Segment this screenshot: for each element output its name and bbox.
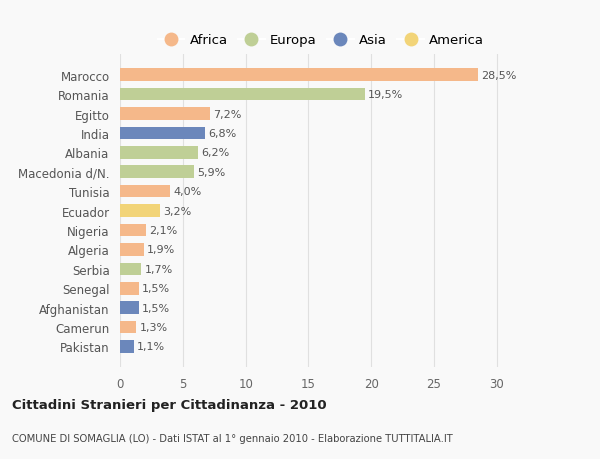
Text: COMUNE DI SOMAGLIA (LO) - Dati ISTAT al 1° gennaio 2010 - Elaborazione TUTTITALI: COMUNE DI SOMAGLIA (LO) - Dati ISTAT al … — [12, 433, 453, 442]
Text: 6,2%: 6,2% — [201, 148, 229, 158]
Text: 5,9%: 5,9% — [197, 168, 226, 177]
Text: 3,2%: 3,2% — [163, 206, 191, 216]
Bar — [120, 185, 170, 198]
Bar — [120, 108, 211, 121]
Bar — [120, 321, 136, 334]
Text: 2,1%: 2,1% — [149, 225, 178, 235]
Bar — [120, 205, 160, 218]
Bar — [120, 224, 146, 237]
Text: 1,5%: 1,5% — [142, 303, 170, 313]
Bar — [120, 263, 142, 275]
Text: 1,7%: 1,7% — [145, 264, 173, 274]
Text: 7,2%: 7,2% — [214, 109, 242, 119]
Bar — [120, 127, 205, 140]
Text: 1,1%: 1,1% — [137, 342, 165, 352]
Text: 1,5%: 1,5% — [142, 284, 170, 294]
Text: 28,5%: 28,5% — [481, 71, 517, 80]
Text: 1,3%: 1,3% — [139, 322, 167, 332]
Bar — [120, 244, 144, 256]
Bar — [120, 341, 134, 353]
Text: 19,5%: 19,5% — [368, 90, 403, 100]
Bar — [120, 69, 478, 82]
Bar — [120, 282, 139, 295]
Bar — [120, 147, 198, 159]
Text: 4,0%: 4,0% — [173, 187, 202, 197]
Legend: Africa, Europa, Asia, America: Africa, Europa, Asia, America — [154, 30, 488, 51]
Text: 6,8%: 6,8% — [209, 129, 237, 139]
Bar — [120, 302, 139, 314]
Bar — [120, 89, 365, 101]
Text: Cittadini Stranieri per Cittadinanza - 2010: Cittadini Stranieri per Cittadinanza - 2… — [12, 398, 326, 412]
Bar — [120, 166, 194, 179]
Text: 1,9%: 1,9% — [147, 245, 175, 255]
